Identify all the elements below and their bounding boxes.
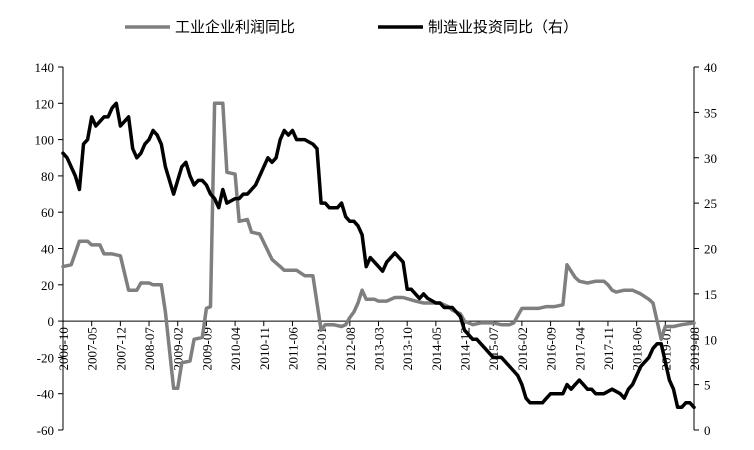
series-lines bbox=[61, 101, 696, 410]
axes: 140120100806040200-20-40-604035302520151… bbox=[35, 60, 718, 438]
x-tick-label: 2007-12 bbox=[113, 327, 128, 370]
y-left-tick-label: 100 bbox=[35, 133, 55, 148]
x-tick-label: 2009-02 bbox=[171, 327, 186, 370]
legend-label-invest: 制造业投资同比（右） bbox=[428, 18, 578, 36]
y-left-tick-label: 80 bbox=[41, 169, 54, 184]
x-tick-label: 2017-04 bbox=[572, 327, 587, 371]
y-left-tick-label: -60 bbox=[37, 423, 54, 438]
series-line-invest bbox=[61, 101, 696, 410]
y-left-tick-label: 120 bbox=[35, 96, 55, 111]
x-tick-label: 2018-06 bbox=[630, 327, 645, 371]
y-right-tick-label: 5 bbox=[704, 378, 711, 393]
y-left-tick-label: 20 bbox=[41, 278, 54, 293]
y-right-tick-label: 10 bbox=[704, 332, 717, 347]
x-tick-label: 2012-01 bbox=[314, 327, 329, 370]
x-tick-label: 2008-07 bbox=[142, 327, 157, 371]
y-left-tick-label: -40 bbox=[37, 387, 54, 402]
legend-label-profit: 工业企业利润同比 bbox=[175, 18, 295, 36]
x-tick-label: 2013-03 bbox=[372, 327, 387, 370]
y-left-tick-label: -20 bbox=[37, 350, 54, 365]
x-tick-label: 2019-08 bbox=[687, 327, 702, 370]
y-right-tick-label: 35 bbox=[704, 105, 717, 120]
x-tick-label: 2012-08 bbox=[343, 327, 358, 370]
y-left-tick-label: 0 bbox=[48, 314, 55, 329]
x-tick-label: 2016-02 bbox=[515, 327, 530, 370]
y-right-tick-label: 0 bbox=[704, 423, 711, 438]
x-tick-label: 2015-07 bbox=[486, 327, 501, 371]
legend: 工业企业利润同比 制造业投资同比（右） bbox=[125, 18, 578, 36]
x-tick-label: 2010-11 bbox=[257, 327, 272, 370]
y-right-tick-label: 15 bbox=[704, 287, 717, 302]
x-tick-label: 2014-12 bbox=[458, 327, 473, 370]
x-tick-label: 2014-05 bbox=[429, 327, 444, 370]
series-line-profit bbox=[61, 101, 696, 391]
x-tick-label: 2007-05 bbox=[85, 327, 100, 370]
y-right-tick-label: 40 bbox=[704, 60, 717, 75]
y-left-tick-label: 40 bbox=[41, 242, 54, 257]
x-tick-label: 2016-09 bbox=[544, 327, 559, 370]
y-left-tick-label: 60 bbox=[41, 205, 54, 220]
y-right-tick-label: 25 bbox=[704, 196, 717, 211]
y-left-tick-label: 140 bbox=[35, 60, 55, 75]
x-tick-label: 2013-10 bbox=[400, 327, 415, 370]
x-tick-label: 2010-04 bbox=[228, 327, 243, 371]
x-tick-label: 2011-06 bbox=[285, 327, 300, 370]
y-right-tick-label: 30 bbox=[704, 151, 717, 166]
x-tick-label: 2006-10 bbox=[56, 327, 71, 370]
y-right-tick-label: 20 bbox=[704, 242, 717, 257]
x-tick-label: 2017-11 bbox=[601, 327, 616, 370]
